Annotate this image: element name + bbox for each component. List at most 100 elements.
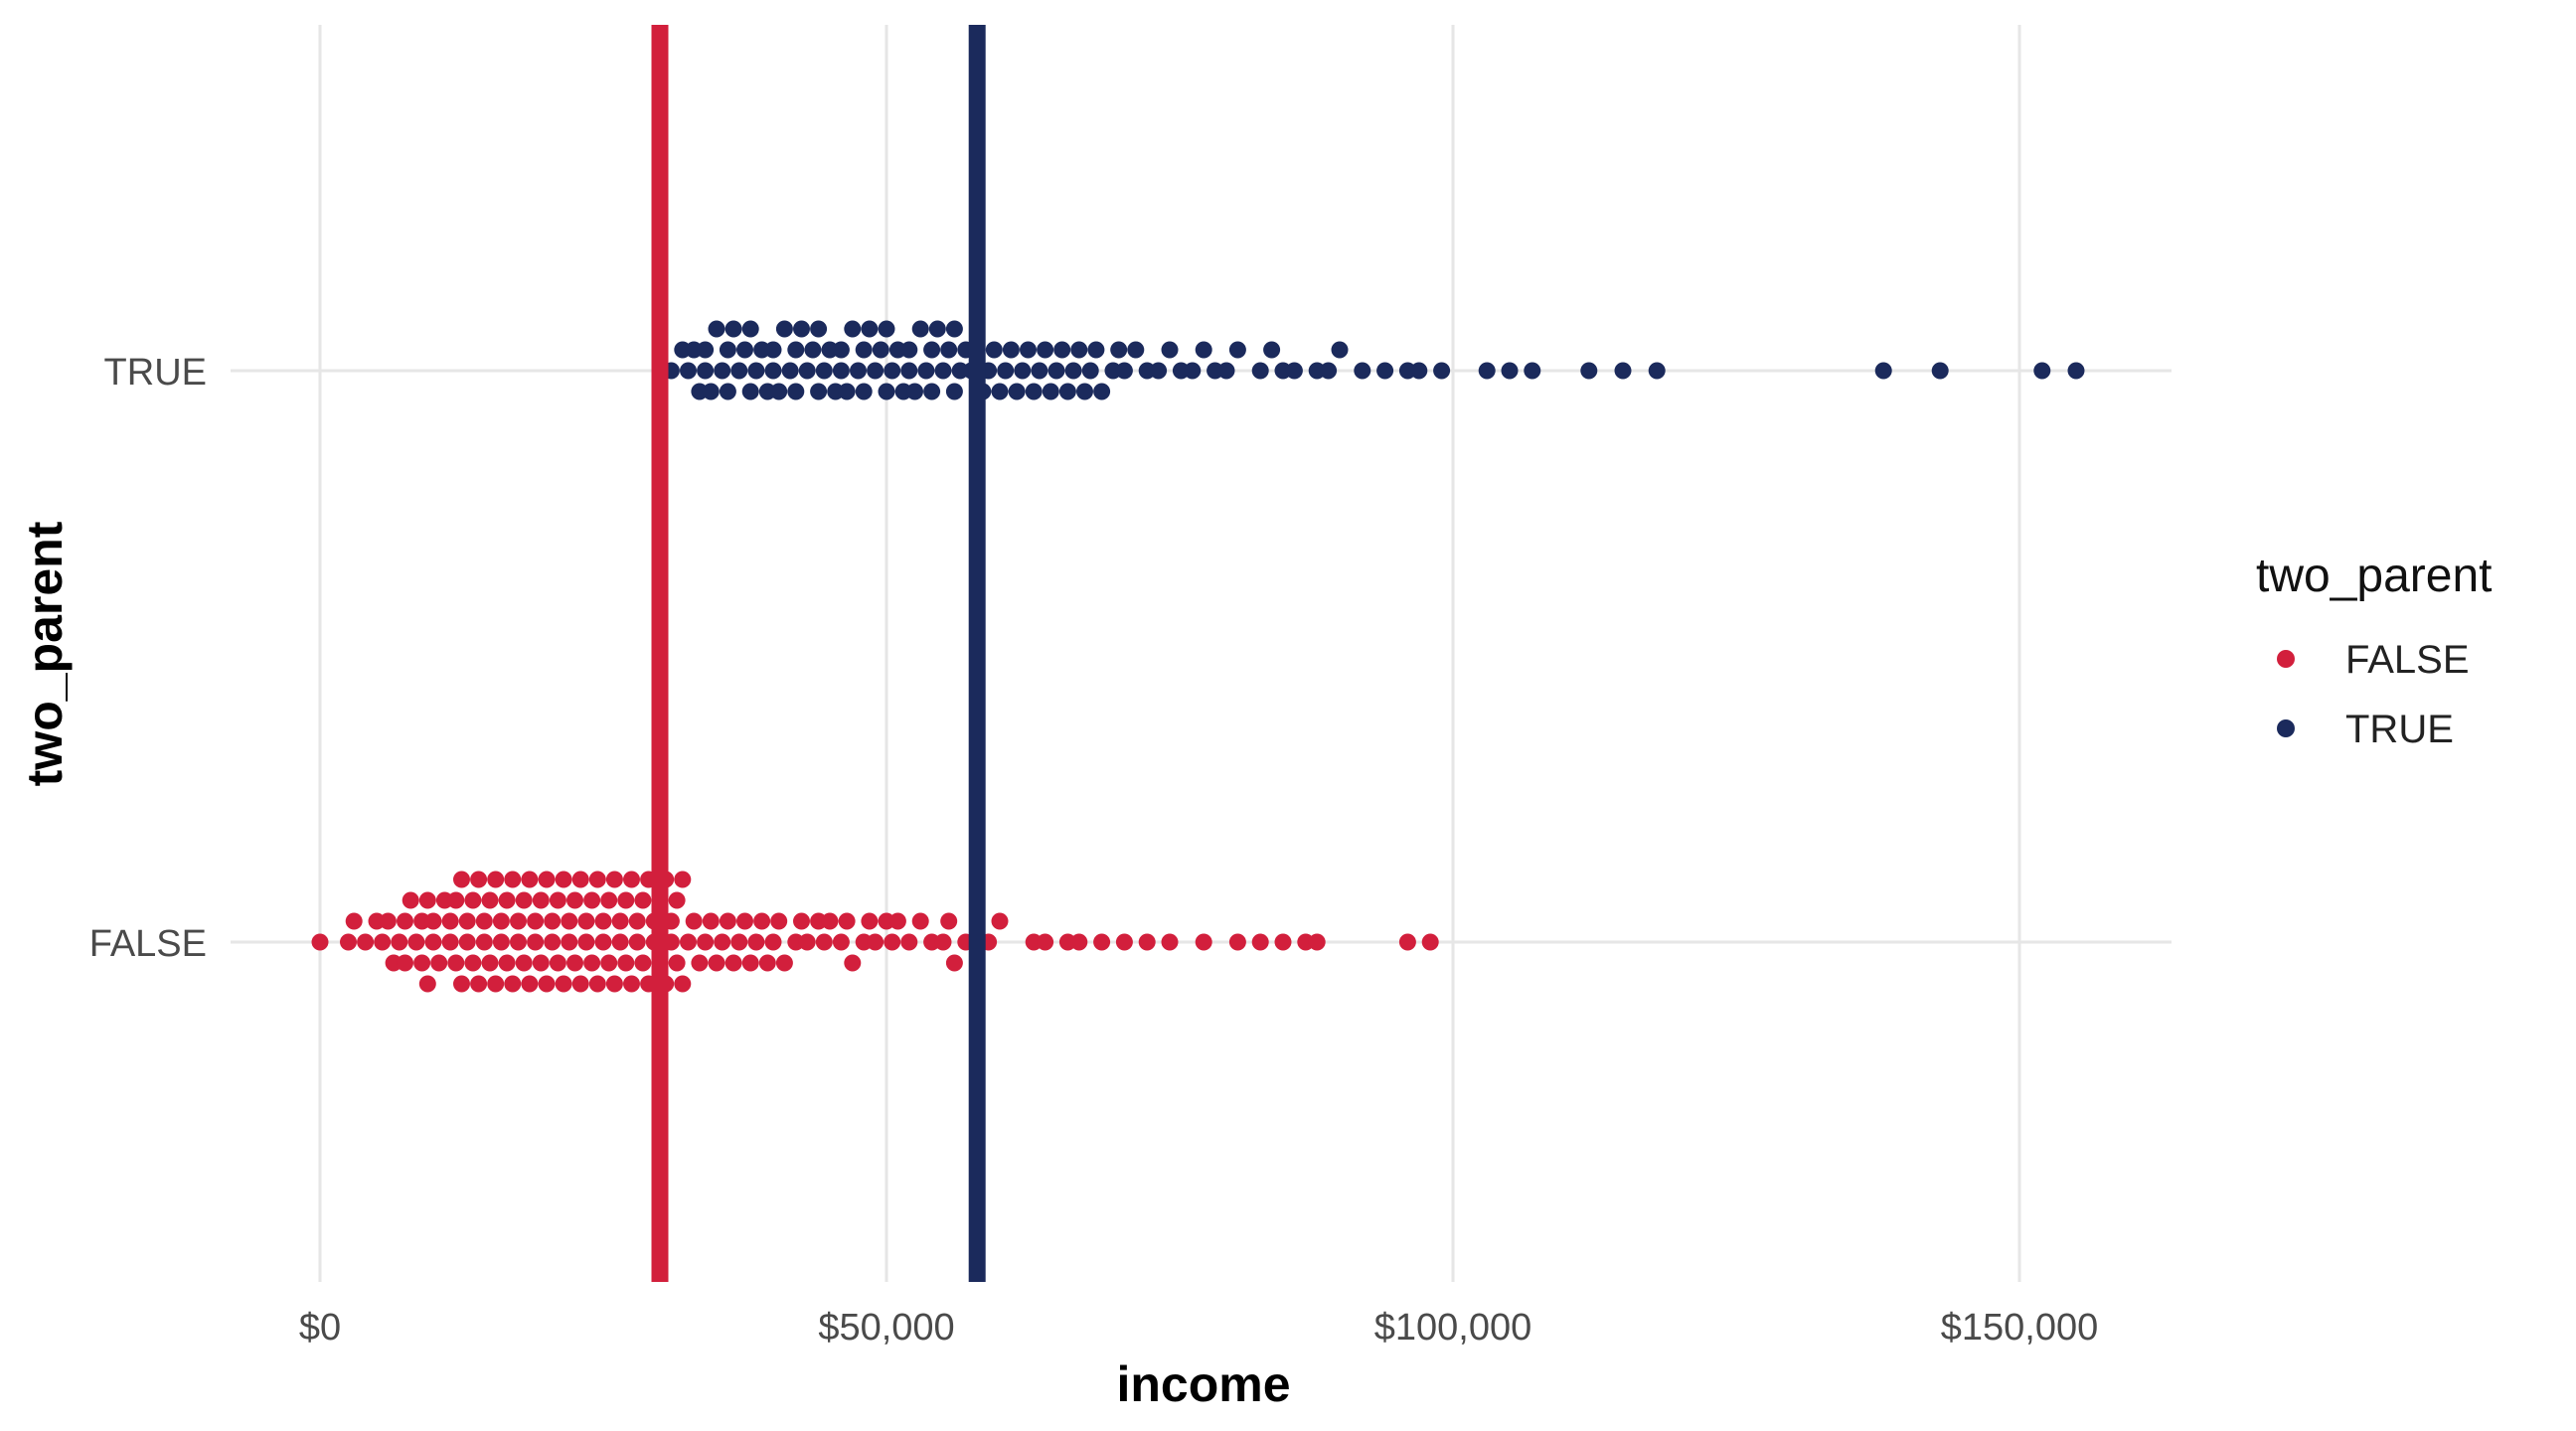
grid-lines [231,25,2172,1282]
legend-label: TRUE [2345,708,2454,751]
data-point-false [498,891,516,909]
data-point-true [1020,341,1037,359]
data-point-false [464,891,482,909]
data-point-false [680,933,697,951]
data-point-false [674,871,692,888]
legend-key-true [2277,719,2295,737]
data-point-false [617,954,635,972]
data-point-false [617,891,635,909]
data-point-true [1614,362,1632,380]
data-point-true [832,362,850,380]
data-point-false [504,975,522,993]
data-point-false [634,954,652,972]
data-point-true [1874,362,1892,380]
data-point-true [764,341,782,359]
data-point-false [481,891,499,909]
data-point-false [1138,933,1156,951]
data-point-true [719,383,736,400]
data-point-true [719,341,736,359]
data-point-false [685,912,703,930]
data-point-true [1648,362,1666,380]
data-point-false [532,891,550,909]
data-point-false [453,975,470,993]
data-point-false [945,954,963,972]
data-point-true [741,320,759,338]
legend-label: FALSE [2345,638,2470,682]
data-point-true [1580,362,1598,380]
data-point-false [583,891,601,909]
data-point-true [697,362,715,380]
median-lines [651,25,986,1282]
data-point-true [900,362,918,380]
data-point-true [770,383,788,400]
data-point-false [521,871,539,888]
data-point-true [2067,362,2085,380]
data-point-false [634,891,652,909]
data-point-false [1251,933,1269,951]
data-point-true [793,320,810,338]
data-point-false [544,912,562,930]
data-point-false [538,975,556,993]
data-point-false [991,912,1009,930]
data-point-false [747,933,765,951]
data-point-true [838,383,856,400]
data-point-false [527,933,545,951]
data-point-false [510,912,527,930]
data-point-true [991,383,1009,400]
data-point-true [884,362,901,380]
data-point-true [810,320,828,338]
data-point-true [1354,362,1371,380]
data-point-false [628,912,646,930]
data-point-false [527,912,545,930]
data-point-false [470,871,488,888]
data-point-false [668,891,686,909]
data-point-true [1931,362,1949,380]
data-point-true [764,362,782,380]
data-point-true [1501,362,1519,380]
data-point-false [668,954,686,972]
data-point-false [413,954,431,972]
data-point-false [549,891,566,909]
data-point-true [1093,383,1111,400]
data-point-false [492,912,510,930]
data-point-true [1320,362,1338,380]
data-point-false [441,933,459,951]
data-point-true [815,362,833,380]
x-axis-ticks: $0 $50,000 $100,000 $150,000 [299,1307,2098,1349]
data-point-false [1421,933,1439,951]
data-point-false [798,933,816,951]
data-point-true [747,362,765,380]
data-point-true [1251,362,1269,380]
data-point-false [588,975,606,993]
data-point-true [697,341,715,359]
data-point-true [787,383,805,400]
data-point-false [447,891,465,909]
data-point-true [1285,362,1303,380]
data-point-false [470,975,488,993]
data-point-false [691,954,709,972]
data-point-false [345,912,363,930]
data-point-true [928,320,946,338]
data-point-false [934,933,952,951]
data-point-false [583,954,601,972]
data-point-false [623,871,640,888]
data-point-true [1127,341,1145,359]
data-point-true [900,341,918,359]
y-tick-label: TRUE [104,352,207,394]
data-point-true [775,320,793,338]
data-point-false [600,954,618,972]
data-point-false [492,933,510,951]
data-point-true [878,320,895,338]
data-point-true [781,362,799,380]
data-point-false [515,891,533,909]
data-point-false [1398,933,1416,951]
data-point-true [985,341,1003,359]
data-point-false [1115,933,1133,951]
data-point-false [515,954,533,972]
data-point-false [544,933,562,951]
data-point-true [940,341,958,359]
data-point-false [566,891,583,909]
data-point-false [708,954,725,972]
data-point-true [1433,362,1451,380]
data-point-false [504,871,522,888]
